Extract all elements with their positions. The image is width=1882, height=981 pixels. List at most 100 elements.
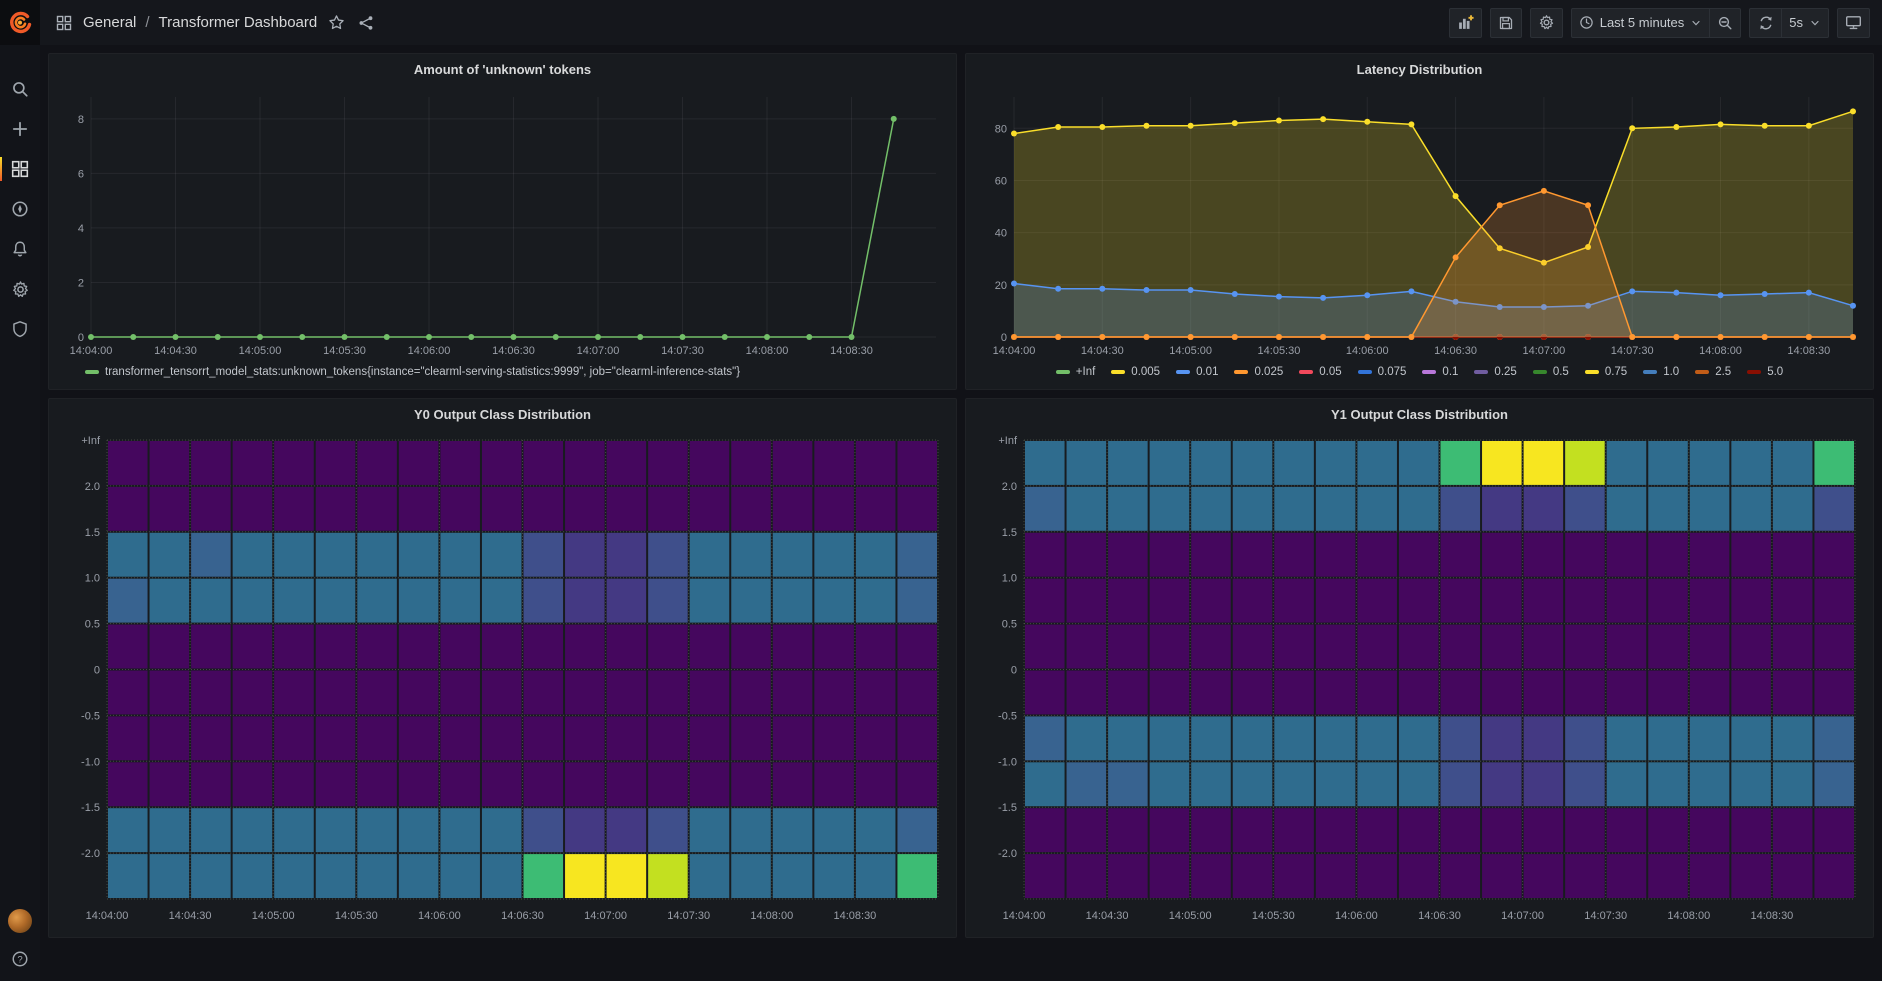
legend-swatch xyxy=(85,370,99,374)
time-series-chart[interactable]: 14:04:0014:04:3014:05:0014:05:3014:06:00… xyxy=(57,83,948,361)
svg-text:14:05:30: 14:05:30 xyxy=(323,345,366,357)
legend-item[interactable]: 0.005 xyxy=(1111,366,1160,378)
svg-text:14:08:00: 14:08:00 xyxy=(746,345,789,357)
breadcrumb: General / Transformer Dashboard xyxy=(54,12,376,33)
legend-swatch xyxy=(1111,370,1125,374)
legend-item[interactable]: 5.0 xyxy=(1747,366,1783,378)
top-navigation: General / Transformer Dashboard xyxy=(40,0,1882,45)
refresh-interval-label: 5s xyxy=(1789,15,1803,30)
panel-title[interactable]: Latency Distribution xyxy=(974,57,1865,83)
svg-text:+Inf: +Inf xyxy=(998,435,1018,447)
svg-text:14:04:00: 14:04:00 xyxy=(70,345,113,357)
svg-text:14:04:30: 14:04:30 xyxy=(154,345,197,357)
cycle-view-mode-button[interactable] xyxy=(1837,8,1870,38)
svg-text:14:08:30: 14:08:30 xyxy=(830,345,873,357)
svg-text:14:04:00: 14:04:00 xyxy=(86,910,129,922)
svg-text:14:04:30: 14:04:30 xyxy=(169,910,212,922)
search-icon xyxy=(11,80,29,98)
sidebar-item-configuration[interactable] xyxy=(0,273,40,305)
chart-legend: +Inf 0.005 0.01 0.025 0.05 0.075 0.1 0.25 0.5 0.7… xyxy=(974,361,1865,383)
breadcrumb-section[interactable]: General xyxy=(83,14,136,31)
legend-item[interactable]: 0.75 xyxy=(1585,366,1627,378)
time-series-chart[interactable]: 14:04:0014:04:3014:05:0014:05:3014:06:00… xyxy=(974,83,1865,361)
sidebar: ? xyxy=(0,0,40,981)
panel-title[interactable]: Amount of 'unknown' tokens xyxy=(57,57,948,83)
legend-swatch xyxy=(1176,370,1190,374)
help-icon: ? xyxy=(11,950,29,968)
refresh-button[interactable] xyxy=(1749,8,1781,38)
sidebar-item-explore[interactable] xyxy=(0,193,40,225)
svg-text:14:07:00: 14:07:00 xyxy=(1501,910,1544,922)
legend-swatch xyxy=(1056,370,1070,374)
svg-text:14:07:00: 14:07:00 xyxy=(1522,345,1565,357)
sidebar-item-search[interactable] xyxy=(0,73,40,105)
grafana-logo[interactable] xyxy=(0,0,40,45)
legend-item[interactable]: 0.075 xyxy=(1358,366,1407,378)
plus-icon xyxy=(11,120,29,138)
svg-text:+Inf: +Inf xyxy=(81,435,101,447)
star-dashboard-button[interactable] xyxy=(326,12,347,33)
legend-item[interactable]: 0.025 xyxy=(1234,366,1283,378)
svg-text:14:06:00: 14:06:00 xyxy=(418,910,461,922)
add-panel-icon xyxy=(1457,14,1474,31)
panel-title[interactable]: Y0 Output Class Distribution xyxy=(57,402,948,428)
chevron-down-icon xyxy=(1809,17,1821,29)
svg-text:8: 8 xyxy=(78,114,84,126)
gear-icon xyxy=(11,280,30,299)
dashboard-grid-icon xyxy=(54,13,74,33)
save-dashboard-button[interactable] xyxy=(1490,8,1522,38)
heatmap-chart[interactable]: +Inf2.01.51.00.50-0.5-1.0-1.5-2.014:04:0… xyxy=(974,428,1865,931)
legend-item[interactable]: transformer_tensorrt_model_stats:unknown… xyxy=(85,366,740,378)
svg-text:80: 80 xyxy=(995,123,1007,135)
heatmap-chart[interactable]: +Inf2.01.51.00.50-0.5-1.0-1.5-2.014:04:0… xyxy=(57,428,948,931)
svg-text:2.0: 2.0 xyxy=(85,481,100,493)
dashboard-grid: Amount of 'unknown' tokens 14:04:0014:04… xyxy=(40,45,1882,981)
legend-item[interactable]: 0.25 xyxy=(1474,366,1516,378)
dashboard-settings-button[interactable] xyxy=(1530,8,1563,38)
panel-title[interactable]: Y1 Output Class Distribution xyxy=(974,402,1865,428)
legend-label: +Inf xyxy=(1076,366,1096,378)
legend-label: 0.075 xyxy=(1378,366,1407,378)
svg-text:-1.5: -1.5 xyxy=(81,802,100,814)
sidebar-item-help[interactable]: ? xyxy=(8,947,32,971)
svg-text:-2.0: -2.0 xyxy=(998,848,1017,860)
legend-label: 0.1 xyxy=(1442,366,1458,378)
legend-label: 0.25 xyxy=(1494,366,1516,378)
refresh-interval-picker[interactable]: 5s xyxy=(1781,8,1829,38)
legend-item[interactable]: 0.5 xyxy=(1533,366,1569,378)
svg-text:14:08:30: 14:08:30 xyxy=(1787,345,1830,357)
svg-text:?: ? xyxy=(17,954,22,965)
svg-text:2: 2 xyxy=(78,277,84,289)
add-panel-button[interactable] xyxy=(1449,8,1482,38)
svg-text:14:04:00: 14:04:00 xyxy=(1003,910,1046,922)
legend-swatch xyxy=(1474,370,1488,374)
legend-item[interactable]: 0.05 xyxy=(1299,366,1341,378)
sidebar-item-dashboards[interactable] xyxy=(0,153,40,185)
svg-text:-2.0: -2.0 xyxy=(81,848,100,860)
legend-item[interactable]: 1.0 xyxy=(1643,366,1679,378)
svg-text:14:06:00: 14:06:00 xyxy=(408,345,451,357)
sidebar-item-create[interactable] xyxy=(0,113,40,145)
legend-item[interactable]: 2.5 xyxy=(1695,366,1731,378)
legend-item[interactable]: 0.1 xyxy=(1422,366,1458,378)
time-range-picker[interactable]: Last 5 minutes xyxy=(1571,8,1710,38)
share-dashboard-button[interactable] xyxy=(356,13,376,33)
breadcrumb-separator: / xyxy=(145,14,149,31)
gear-icon xyxy=(1538,14,1555,31)
svg-text:0: 0 xyxy=(78,332,84,344)
svg-text:14:06:00: 14:06:00 xyxy=(1335,910,1378,922)
legend-item[interactable]: 0.01 xyxy=(1176,366,1218,378)
legend-label: 0.05 xyxy=(1319,366,1341,378)
chevron-down-icon xyxy=(1690,17,1702,29)
zoom-out-button[interactable] xyxy=(1709,8,1741,38)
svg-text:1.0: 1.0 xyxy=(85,573,100,585)
legend-label: 0.01 xyxy=(1196,366,1218,378)
svg-text:-0.5: -0.5 xyxy=(998,710,1017,722)
sidebar-item-server-admin[interactable] xyxy=(0,313,40,345)
svg-text:14:07:30: 14:07:30 xyxy=(1584,910,1627,922)
svg-text:14:05:00: 14:05:00 xyxy=(252,910,295,922)
svg-text:14:04:30: 14:04:30 xyxy=(1086,910,1129,922)
legend-item[interactable]: +Inf xyxy=(1056,366,1096,378)
user-avatar[interactable] xyxy=(8,909,32,933)
sidebar-item-alerting[interactable] xyxy=(0,233,40,265)
